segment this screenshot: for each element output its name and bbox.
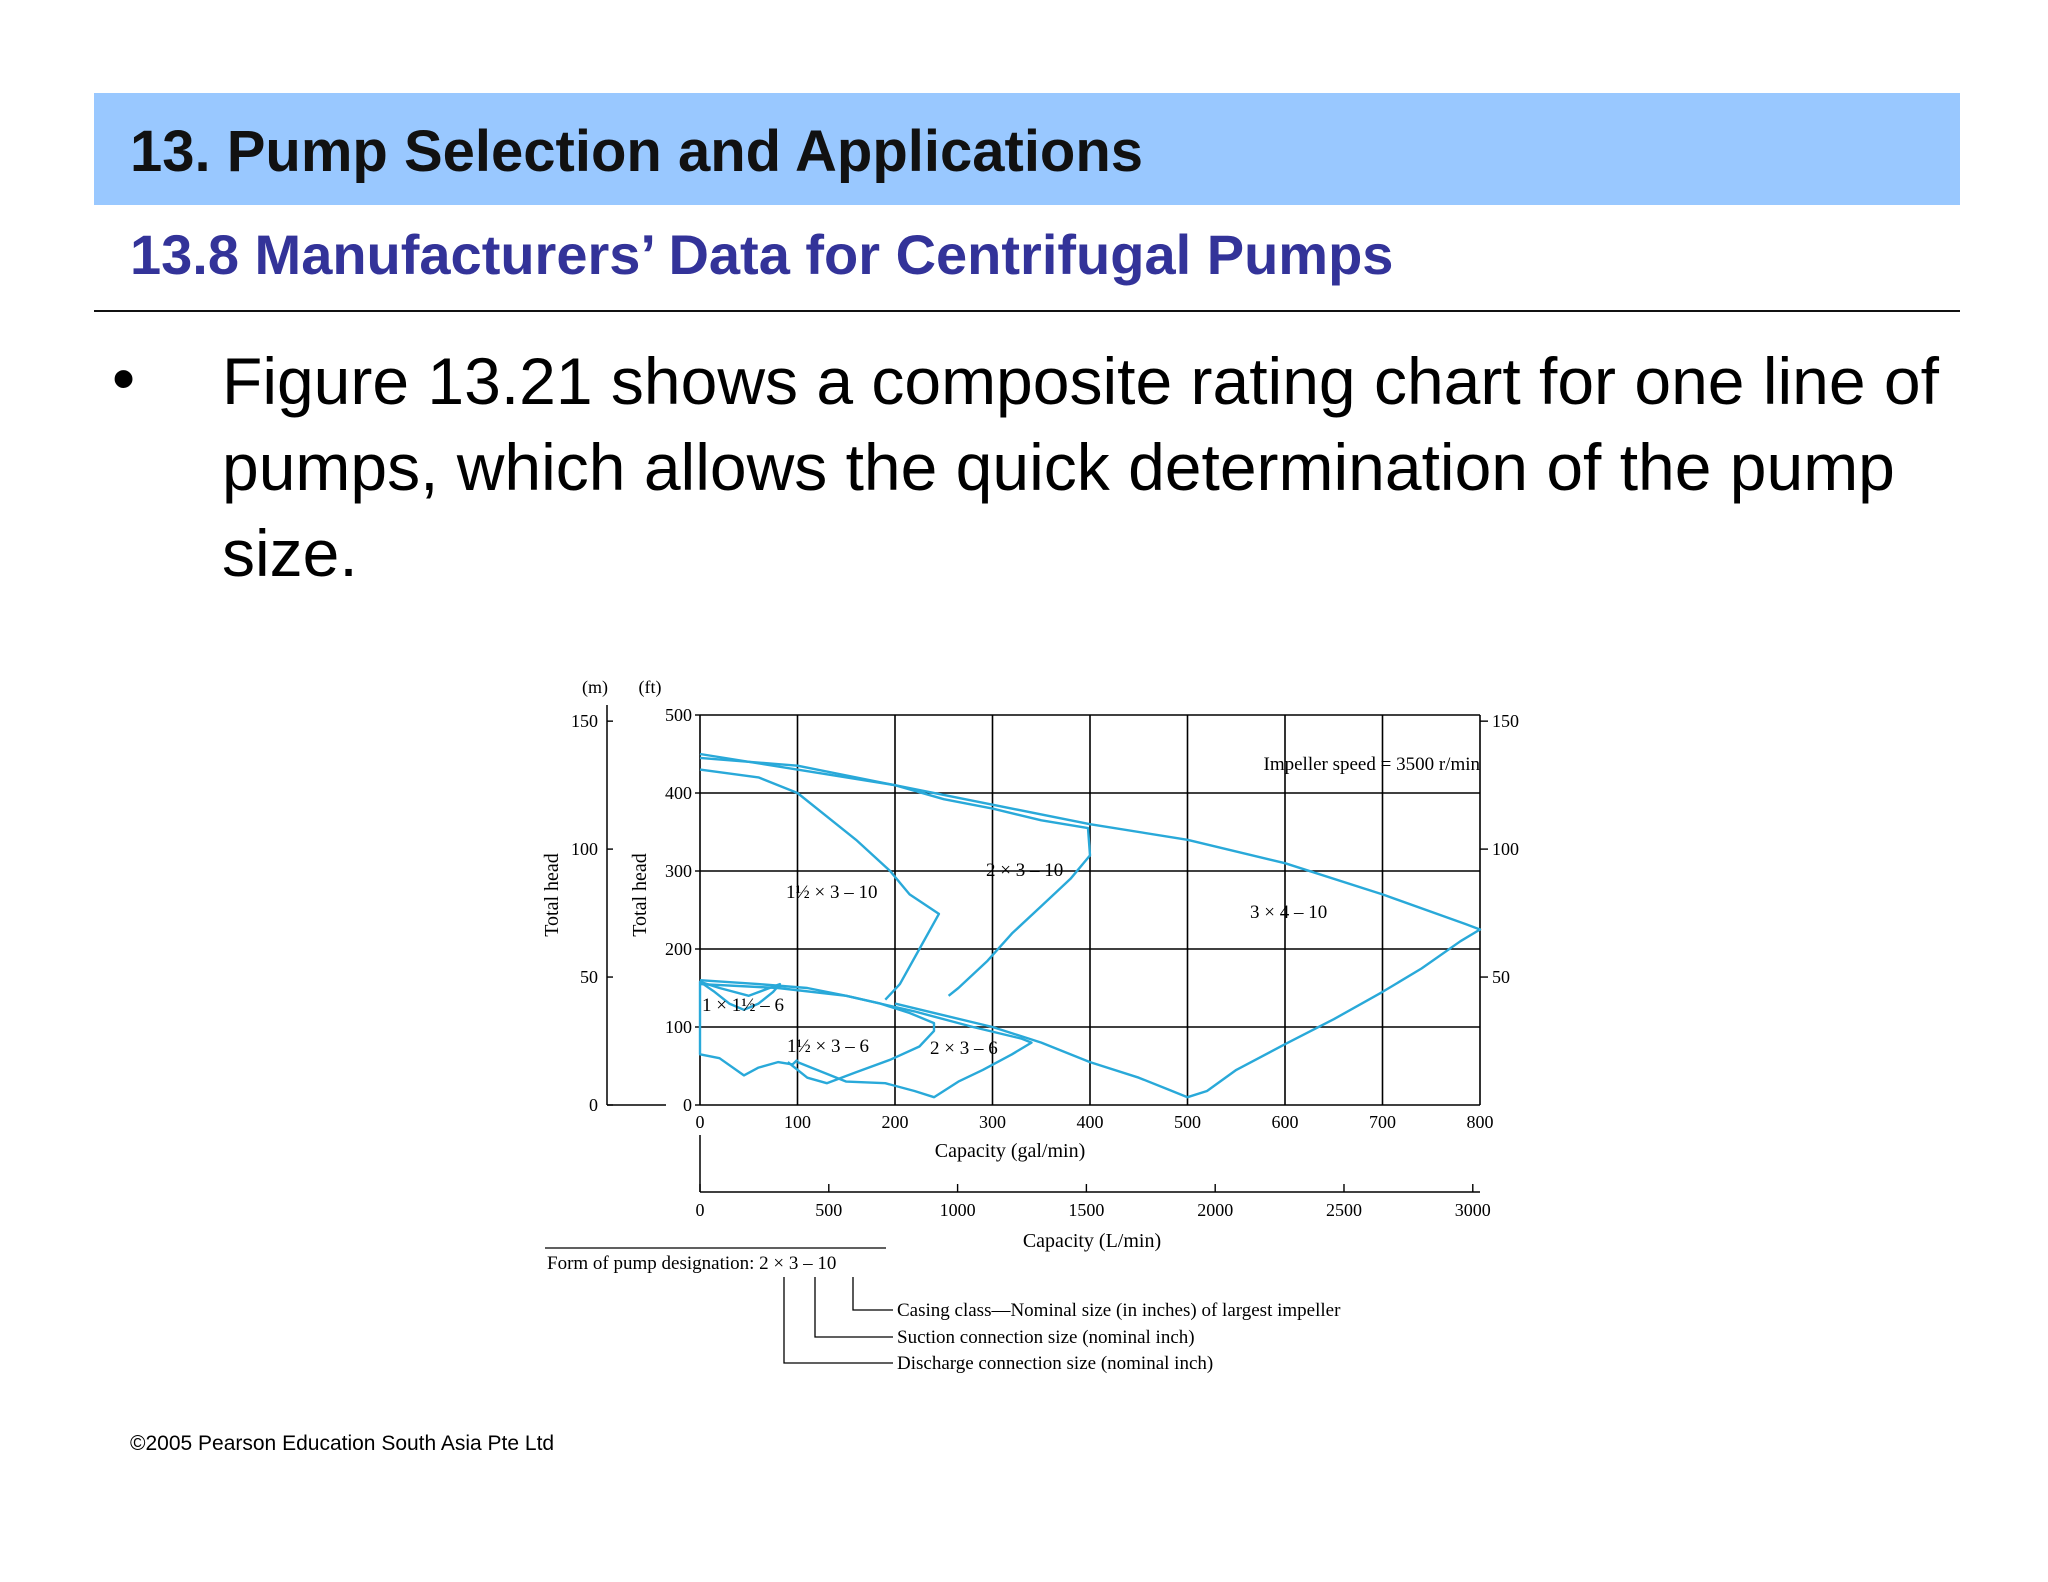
x-tick-label: 600 <box>1272 1112 1299 1132</box>
y-ft-tick-label: 400 <box>665 783 692 803</box>
slide-title: 13. Pump Selection and Applications <box>130 119 1144 184</box>
chart-grid <box>699 714 1481 1106</box>
pump-curve-1 <box>698 980 799 1077</box>
pump-curve-6 <box>699 752 1482 1099</box>
x-label-lpm: Capacity (L/min) <box>1023 1230 1161 1252</box>
right-m-tick-label: 150 <box>1492 711 1519 731</box>
x-label-gpm: Capacity (gal/min) <box>935 1140 1086 1162</box>
x-tick-label: 800 <box>1467 1112 1494 1132</box>
lpm-tick-label: 2500 <box>1326 1200 1362 1220</box>
y-m-tick-label: 50 <box>580 967 598 987</box>
designation-discharge: Discharge connection size (nominal inch) <box>897 1353 1213 1374</box>
title-band <box>94 93 1960 205</box>
unit-m-label: (m) <box>582 677 608 698</box>
designation-form: Form of pump designation: 2 × 3 – 10 <box>547 1253 836 1274</box>
designation-leader-suction <box>814 1277 893 1338</box>
y-axis-ft-ticks: 0 100 200 300 400 500 <box>665 705 700 1115</box>
x-tick-label: 100 <box>784 1112 811 1132</box>
x-tick-label: 700 <box>1369 1112 1396 1132</box>
y-m-tick-label: 100 <box>571 839 598 859</box>
y-ft-tick-label: 0 <box>683 1095 692 1115</box>
pump-curve-2 <box>699 979 936 1085</box>
pump-label-1.5x3-6: 1½ × 3 – 6 <box>787 1036 869 1057</box>
lpm-tick-label: 1000 <box>940 1200 976 1220</box>
y-ft-tick-label: 300 <box>665 861 692 881</box>
lpm-tick-label: 3000 <box>1455 1200 1491 1220</box>
pump-curve-4 <box>699 768 941 1001</box>
x-tick-label: 300 <box>979 1112 1006 1132</box>
designation-suction: Suction connection size (nominal inch) <box>897 1327 1195 1348</box>
pump-label-1x1.5-6: 1 × 1½ – 6 <box>702 995 784 1016</box>
x-axis-gpm-ticks: 0 100 200 300 400 500 600 700 800 <box>696 1112 1494 1132</box>
divider <box>94 310 1960 312</box>
pump-curves <box>698 752 1482 1099</box>
y-ft-tick-label: 500 <box>665 705 692 725</box>
x-tick-label: 200 <box>882 1112 909 1132</box>
lpm-tick-label: 2000 <box>1197 1200 1233 1220</box>
x-tick-label: 500 <box>1174 1112 1201 1132</box>
designation-leader-discharge <box>783 1277 893 1364</box>
unit-ft-label: (ft) <box>639 677 662 698</box>
pump-curve-3 <box>699 982 1033 1099</box>
y-ft-tick-label: 100 <box>665 1017 692 1037</box>
lpm-tick-label: 1500 <box>1068 1200 1104 1220</box>
x-tick-label: 400 <box>1077 1112 1104 1132</box>
pump-label-3x4-10: 3 × 4 – 10 <box>1250 902 1327 923</box>
pump-label-2x3-10: 2 × 3 – 10 <box>986 860 1063 881</box>
y-m-tick-label: 150 <box>571 711 598 731</box>
x-axis-lpm-ticks: 0 500 1000 1500 2000 2500 3000 <box>696 1184 1491 1220</box>
y-ft-tick-label: 200 <box>665 939 692 959</box>
right-axis-m-ticks: 50 100 150 <box>1480 711 1519 987</box>
copyright-footer: ©2005 Pearson Education South Asia Pte L… <box>130 1432 555 1455</box>
impeller-speed-note: Impeller speed = 3500 r/min <box>1264 754 1481 775</box>
right-m-tick-label: 100 <box>1492 839 1519 859</box>
lpm-tick-label: 0 <box>696 1200 705 1220</box>
lpm-tick-label: 500 <box>815 1200 842 1220</box>
y-label-ft: Total head <box>629 853 651 937</box>
right-m-tick-label: 50 <box>1492 967 1510 987</box>
bullet-text: Figure 13.21 shows a composite rating ch… <box>222 344 1939 590</box>
designation-casing: Casing class—Nominal size (in inches) of… <box>897 1300 1341 1321</box>
y-axis-m-ticks: 0 50 100 150 <box>571 711 613 1115</box>
designation-leader-casing <box>852 1277 893 1311</box>
x-tick-label: 0 <box>696 1112 705 1132</box>
slide-subtitle: 13.8 Manufacturers’ Data for Centrifugal… <box>130 223 1394 286</box>
bullet-marker: • <box>112 341 136 415</box>
pump-label-2x3-6: 2 × 3 – 6 <box>930 1038 998 1059</box>
y-label-m: Total head <box>541 853 563 937</box>
pump-label-1.5x3-10: 1½ × 3 – 10 <box>786 882 877 903</box>
y-m-tick-label: 0 <box>589 1095 598 1115</box>
rating-chart-figure: 0 100 200 300 400 500 600 700 800 01002003004005… <box>541 677 1519 1374</box>
